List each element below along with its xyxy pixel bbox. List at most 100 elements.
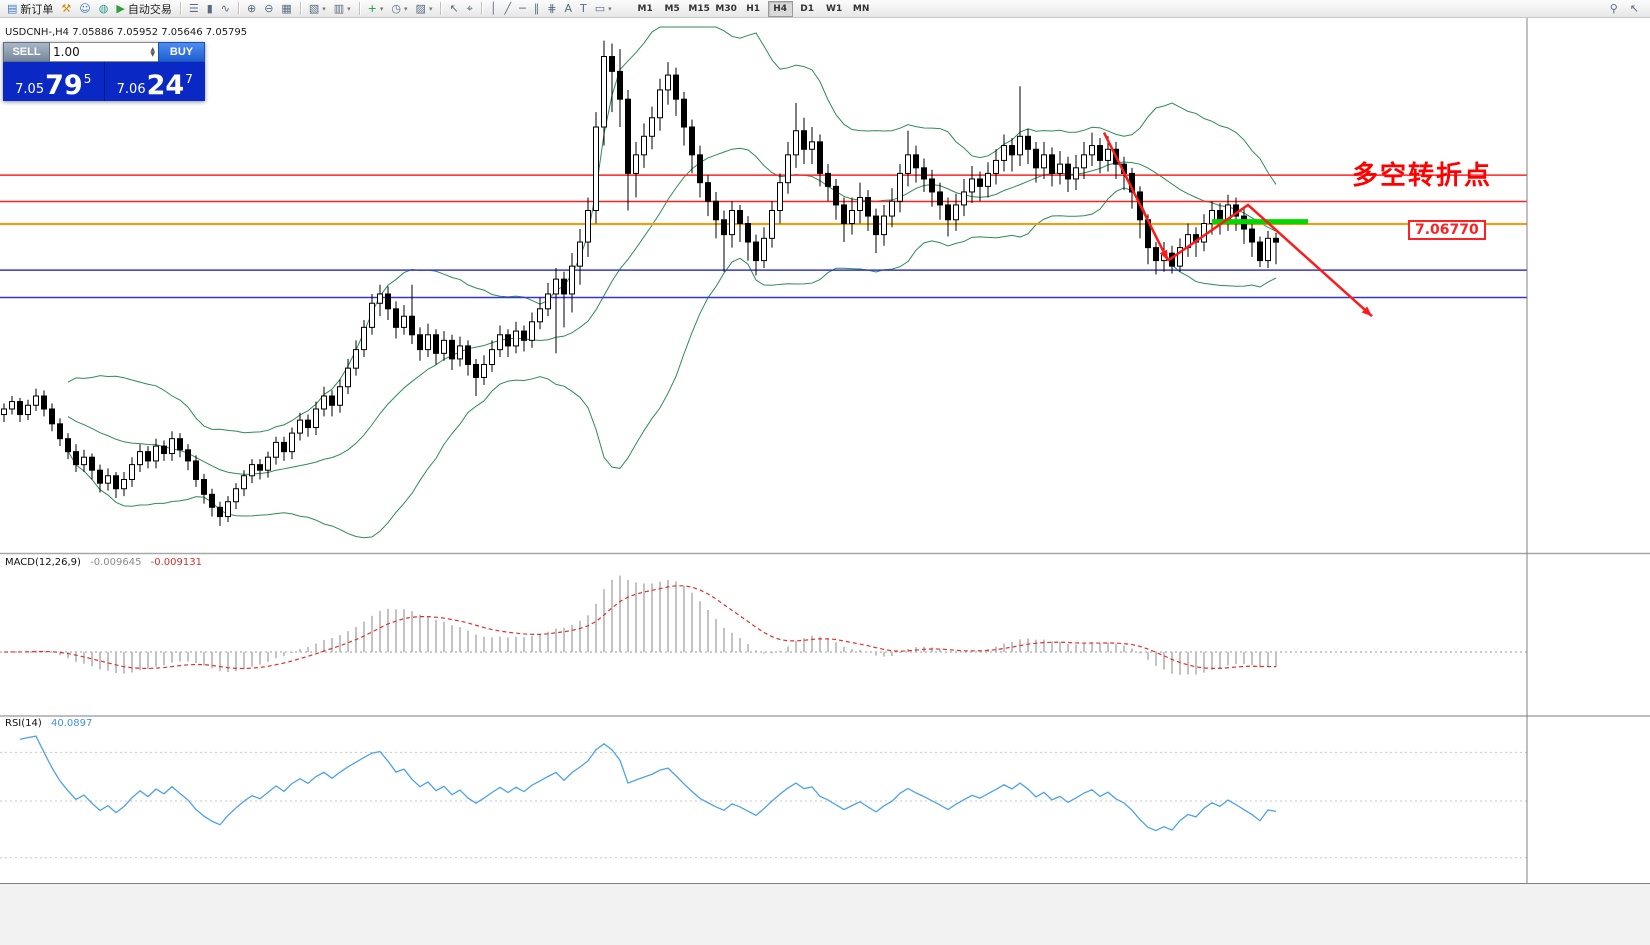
one-click-trading-panel: SELL 1.00 ▲ ▼ BUY 7.05 79 5 7.06 24 7 bbox=[3, 42, 205, 101]
cursor-button[interactable]: ↖ bbox=[445, 0, 462, 18]
candle-body bbox=[609, 56, 615, 72]
candles-chart-button[interactable]: ▮ bbox=[203, 0, 217, 18]
timeframe-h1-button[interactable]: H1 bbox=[746, 3, 761, 14]
buy-price-display[interactable]: 7.06 24 7 bbox=[105, 62, 206, 101]
periods-button[interactable]: ◷ ▾ bbox=[387, 0, 411, 18]
templates-button[interactable]: ▨ ▾ bbox=[412, 0, 437, 18]
volume-stepper[interactable]: 1.00 ▲ ▼ bbox=[50, 42, 158, 62]
chevron-down-icon[interactable]: ▾ bbox=[322, 4, 326, 13]
candle-body bbox=[1089, 145, 1095, 156]
label-button[interactable]: T bbox=[576, 0, 591, 18]
line-chart-button[interactable]: ∿ bbox=[217, 0, 234, 18]
trend-arrow-head bbox=[1361, 306, 1372, 317]
candle-body bbox=[497, 334, 503, 351]
trend-arrow-down-2[interactable] bbox=[1167, 203, 1373, 318]
chevron-down-icon[interactable]: ▾ bbox=[379, 4, 384, 13]
candle-body bbox=[265, 456, 271, 471]
timeframe-m30-button[interactable]: M30 bbox=[715, 3, 737, 14]
volume-up-icon[interactable]: ▲ bbox=[150, 46, 155, 53]
toolbar-separator bbox=[299, 2, 301, 15]
sell-button[interactable]: SELL bbox=[3, 42, 50, 62]
tile-windows-button[interactable]: ▦ bbox=[277, 0, 295, 18]
timeframe-m15-button[interactable]: M15 bbox=[688, 3, 710, 14]
zoom-in-button[interactable]: ⊕ bbox=[243, 0, 260, 18]
vline-icon: │ bbox=[489, 1, 497, 15]
fibonacci-button[interactable]: ⋕ bbox=[543, 0, 560, 18]
candle-body bbox=[857, 197, 863, 211]
candle-body bbox=[1217, 210, 1223, 221]
timeframe-mn-button[interactable]: MN bbox=[852, 3, 870, 14]
candle-body bbox=[577, 241, 583, 267]
vline-button[interactable]: │ bbox=[486, 0, 501, 18]
autotrading-button[interactable]: ▶ 自动交易 bbox=[112, 0, 175, 18]
pointer-icon[interactable]: ↖ bbox=[1626, 0, 1643, 18]
services-button[interactable]: ◍ bbox=[95, 0, 113, 18]
trend-arrow-down-1[interactable] bbox=[1102, 132, 1170, 262]
tile-windows-icon: ▦ bbox=[281, 1, 292, 15]
bars-chart-button[interactable]: ☰ bbox=[185, 0, 203, 18]
chevron-down-icon[interactable]: ▾ bbox=[347, 4, 351, 13]
drawn-objects-layer bbox=[1102, 132, 1373, 318]
candle-body bbox=[817, 141, 823, 174]
hline-button[interactable]: ─ bbox=[515, 0, 530, 18]
timeframe-m1-button[interactable]: M1 bbox=[637, 3, 653, 14]
candle-body bbox=[113, 475, 119, 490]
candle-body bbox=[897, 172, 903, 202]
community-button[interactable]: ☺ bbox=[75, 0, 94, 18]
chevron-down-icon[interactable]: ▾ bbox=[428, 4, 433, 13]
candle-body bbox=[657, 89, 663, 119]
timeframe-h4-button[interactable]: H4 bbox=[767, 0, 793, 17]
shapes-button[interactable]: ▭ ▾ bbox=[591, 0, 616, 18]
trendline-button[interactable]: ╱ bbox=[501, 0, 516, 18]
toolbar-right-icons: ⚲ ↖ bbox=[1606, 0, 1647, 18]
candle-body bbox=[361, 326, 367, 351]
toolbox-button[interactable]: ⚒ bbox=[57, 0, 75, 18]
bars-chart-icon: ☰ bbox=[188, 1, 199, 15]
search-icon[interactable]: ⚲ bbox=[1606, 0, 1622, 18]
text-button[interactable]: A bbox=[560, 0, 576, 18]
crosshair-button[interactable]: ⌖ bbox=[463, 0, 477, 18]
candle-body bbox=[145, 451, 151, 462]
candle-body bbox=[625, 98, 631, 174]
candle-body bbox=[345, 367, 351, 388]
timeframe-d1-button[interactable]: D1 bbox=[800, 3, 815, 14]
timeframe-m5-button[interactable]: M5 bbox=[664, 3, 680, 14]
candle-body bbox=[185, 449, 191, 462]
zoom-out-button[interactable]: ⊖ bbox=[260, 0, 277, 18]
toolbar-separator bbox=[440, 2, 442, 15]
sell-price-sup: 5 bbox=[83, 72, 92, 86]
candle-body bbox=[1249, 228, 1255, 243]
volume-arrows[interactable]: ▲ ▼ bbox=[150, 46, 155, 58]
volume-down-icon[interactable]: ▼ bbox=[150, 51, 155, 58]
new-order-button[interactable]: ▤ 新订单 bbox=[3, 0, 57, 18]
candle-body bbox=[945, 204, 951, 221]
candle-body bbox=[1033, 148, 1039, 169]
sell-price-display[interactable]: 7.05 79 5 bbox=[3, 62, 105, 101]
axes-layer bbox=[0, 18, 1650, 945]
candle-body bbox=[1041, 154, 1047, 169]
add-indicator-button[interactable]: + ▾ bbox=[364, 0, 388, 18]
rsi-indicator-label: RSI(14) 40.0897 bbox=[5, 718, 92, 729]
chevron-down-icon[interactable]: ▾ bbox=[608, 4, 612, 13]
candle-body bbox=[1201, 222, 1207, 243]
candle-body bbox=[777, 182, 783, 212]
volume-value[interactable]: 1.00 bbox=[53, 45, 80, 59]
channel-button[interactable]: ∥ bbox=[530, 0, 544, 18]
candle-body bbox=[209, 493, 215, 508]
new-chart-button[interactable]: ▧ ▾ bbox=[305, 0, 330, 18]
toolbar-separator bbox=[237, 2, 239, 15]
buy-button[interactable]: BUY bbox=[158, 42, 205, 62]
candle-body bbox=[753, 241, 759, 262]
pivot-price-label: 7.06770 bbox=[1408, 220, 1486, 240]
profiles-button[interactable]: ▥ ▾ bbox=[330, 0, 355, 18]
candle-body bbox=[1009, 145, 1015, 156]
autotrading-button-label: 自动交易 bbox=[127, 2, 172, 16]
candle-body bbox=[1177, 247, 1183, 267]
turning-point-annotation: 多空转折点 bbox=[1352, 161, 1493, 191]
candle-body bbox=[585, 210, 591, 243]
chevron-down-icon[interactable]: ▾ bbox=[404, 4, 408, 13]
candle-body bbox=[353, 349, 359, 369]
timeframe-w1-button[interactable]: W1 bbox=[826, 3, 843, 14]
candle-body bbox=[505, 334, 511, 347]
